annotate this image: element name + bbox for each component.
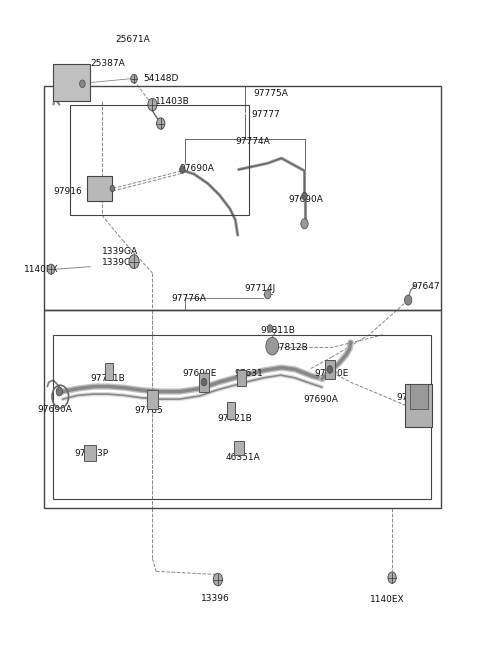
Bar	[44, 309, 442, 509]
Bar	[234, 442, 244, 455]
Bar	[199, 373, 209, 392]
Bar	[70, 104, 249, 215]
Bar	[227, 401, 235, 419]
Text: 1140EX: 1140EX	[24, 265, 59, 274]
Circle shape	[213, 573, 223, 586]
Circle shape	[327, 366, 333, 373]
Circle shape	[180, 166, 185, 173]
Text: 46351A: 46351A	[225, 453, 260, 462]
Circle shape	[156, 118, 165, 129]
Text: 97690E: 97690E	[182, 369, 217, 378]
Text: 97916: 97916	[53, 187, 82, 196]
Bar	[84, 445, 96, 461]
Circle shape	[80, 80, 85, 87]
Circle shape	[388, 572, 396, 583]
Text: 11403B: 11403B	[155, 97, 190, 106]
Text: 97812B: 97812B	[273, 343, 308, 352]
Text: 1339GA: 1339GA	[102, 247, 138, 256]
Bar	[105, 363, 113, 380]
Text: 97811B: 97811B	[261, 326, 296, 335]
Circle shape	[266, 337, 279, 355]
Text: 97690A: 97690A	[179, 164, 214, 173]
Bar	[147, 390, 157, 409]
Text: 97776A: 97776A	[171, 294, 206, 303]
Circle shape	[131, 74, 137, 83]
Text: 97690A: 97690A	[288, 195, 323, 204]
Circle shape	[56, 387, 62, 396]
Text: 1339CD: 1339CD	[102, 258, 138, 267]
Bar	[325, 360, 335, 379]
Circle shape	[148, 99, 157, 111]
Text: 13396: 13396	[201, 594, 229, 603]
Text: 97774A: 97774A	[235, 137, 270, 147]
Text: 54148D: 54148D	[143, 74, 179, 83]
Bar	[237, 370, 246, 386]
Circle shape	[302, 193, 307, 200]
Text: 25671A: 25671A	[116, 35, 150, 44]
Text: 97631: 97631	[234, 369, 263, 378]
Text: 97093: 97093	[396, 394, 425, 402]
Text: 97647: 97647	[411, 283, 440, 291]
Circle shape	[264, 290, 271, 299]
Bar	[53, 335, 431, 499]
Bar	[87, 176, 112, 201]
Text: 97721B: 97721B	[90, 374, 125, 384]
Text: 25387A: 25387A	[90, 59, 125, 68]
Bar	[53, 64, 90, 101]
Circle shape	[48, 264, 55, 274]
Text: 97714J: 97714J	[245, 284, 276, 292]
Circle shape	[110, 185, 115, 192]
Text: 97775A: 97775A	[254, 89, 288, 99]
Text: 97690E: 97690E	[315, 369, 349, 378]
Text: 97690A: 97690A	[37, 405, 72, 414]
Circle shape	[267, 325, 273, 332]
Circle shape	[405, 295, 412, 305]
Bar	[410, 384, 428, 409]
Text: 97785: 97785	[134, 406, 163, 415]
Text: 1140EX: 1140EX	[370, 595, 405, 604]
Circle shape	[129, 255, 139, 269]
Text: 97793P: 97793P	[74, 449, 108, 458]
Bar	[44, 85, 442, 309]
Circle shape	[201, 378, 207, 386]
Bar	[406, 384, 432, 427]
Text: 97777: 97777	[252, 110, 280, 118]
Circle shape	[301, 219, 308, 229]
Text: 97690A: 97690A	[303, 395, 338, 403]
Text: 97721B: 97721B	[217, 413, 252, 422]
